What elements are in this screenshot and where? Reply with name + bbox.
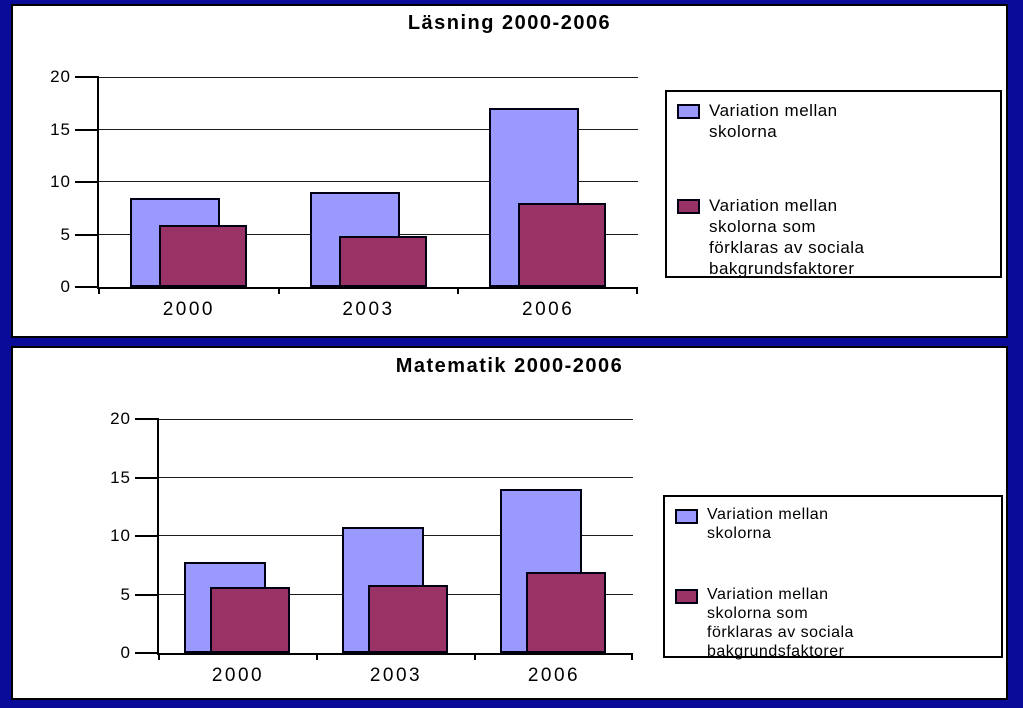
y-axis-tick-label: 0 [120,643,131,662]
x-category-label: 2000 [211,665,265,686]
reading-plot-area: 0 5 10 15 20 2000 2003 2006 [50,68,638,320]
x-axis-tick [316,653,318,660]
reading-chart-title: Läsning 2000-2006 [407,12,612,34]
reading-legend: Variation mellan skolorna Variation mella… [665,90,1002,278]
legend-label: Variation mellan skolorna som förklaras … [709,196,865,278]
gridline-15 [159,476,633,478]
math-chart-panel: Matematik 2000-2006 0 5 10 15 20 2000 2003 2006… [11,346,1008,700]
y-axis-tick [75,76,99,78]
x-category-label: 2006 [527,665,581,686]
gridline-20 [99,77,638,78]
y-axis-tick [75,128,99,131]
x-category-label: 2000 [162,299,215,320]
bar-2000-series2 [210,587,290,653]
x-category-label: 2006 [522,299,575,320]
legend-swatch-icon [675,589,698,604]
bar-2003-series2 [339,236,427,287]
y-axis-tick-label: 15 [110,467,131,487]
gridline-20 [159,419,633,420]
x-category-label: 2003 [342,299,395,320]
legend-label: Variation mellan skolorna som förklaras … [707,586,854,660]
y-axis-tick [135,418,159,420]
x-axis-tick [457,287,459,294]
x-axis-tick [631,653,633,660]
y-axis-tick [75,181,99,183]
y-axis-tick-label: 0 [60,277,71,296]
reading-chart-panel: Läsning 2000-2006 0 5 10 15 20 2000 2003 2006 V… [11,4,1008,338]
y-axis-tick [135,476,159,479]
x-axis-tick [278,287,280,294]
y-axis-tick-label: 5 [120,584,131,604]
y-axis-tick-label: 10 [110,526,131,545]
legend-item: Variation mellan skolorna som förklaras … [673,585,999,661]
bar-2006-series2 [526,572,606,653]
legend-swatch-icon [677,199,700,214]
y-axis-tick [75,233,99,236]
bar-2000-series2 [159,225,247,287]
y-axis-tick-label: 20 [50,67,71,86]
x-axis-tick [98,287,100,294]
legend-label: Variation mellan skolorna [707,506,829,542]
math-chart-title: Matematik 2000-2006 [395,355,624,377]
gridline-15 [99,128,638,130]
y-axis-tick [135,535,159,537]
legend-swatch-icon [677,104,700,119]
bar-2003-series2 [368,585,448,653]
legend-swatch-icon [675,509,698,524]
legend-item: Variation mellan skolorna [675,100,998,142]
y-axis-tick-label: 5 [60,224,71,244]
y-axis-tick [135,652,159,654]
legend-item: Variation mellan skolorna [673,505,999,543]
y-axis-tick-label: 10 [50,172,71,191]
legend-label: Variation mellan skolorna [709,101,838,141]
y-axis-tick [135,593,159,596]
y-axis-tick-label: 15 [50,119,71,139]
x-category-label: 2003 [369,665,423,686]
legend-item: Variation mellan skolorna som förklaras … [675,195,998,279]
x-axis-tick [636,287,638,294]
math-plot-area: 0 5 10 15 20 2000 2003 2006 [110,410,633,686]
y-axis-tick-label: 20 [110,409,131,428]
math-legend: Variation mellan skolorna Variation mella… [663,495,1003,661]
bar-2006-series2 [518,203,606,287]
y-axis-tick [75,286,99,288]
x-axis-tick [474,653,476,660]
gridline-10 [99,181,638,182]
x-axis-tick [158,653,160,660]
